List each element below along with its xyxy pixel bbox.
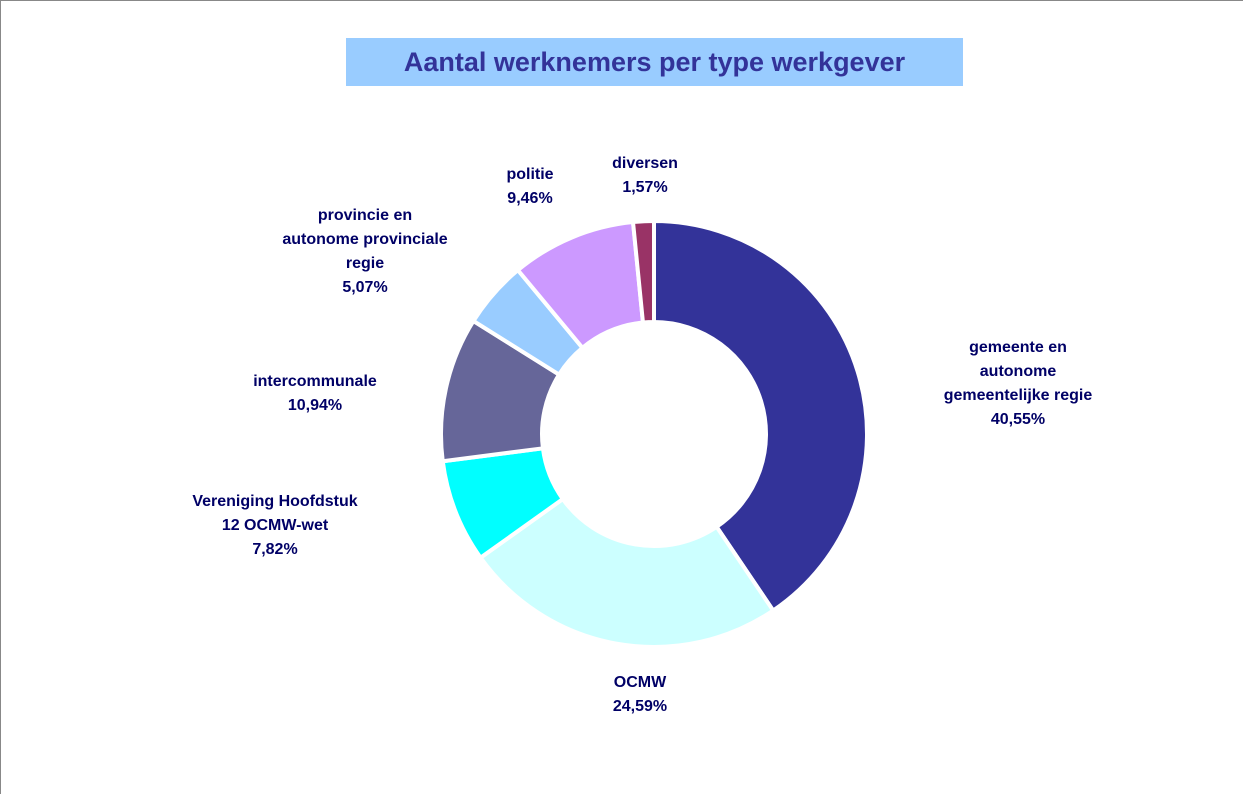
value-label: 9,46% — [507, 190, 553, 207]
donut-slice — [630, 218, 656, 325]
slice-label: diversen 1,57% — [612, 152, 678, 200]
category-label: gemeente en autonome gemeentelijke regie — [943, 339, 1093, 404]
slice-label: provincie en autonome provinciale regie 5… — [282, 204, 447, 300]
value-label: 5,07% — [342, 279, 388, 296]
category-label: Vereniging Hoofdstuk 12 OCMW-wet — [192, 493, 358, 534]
category-label: diversen — [612, 155, 678, 172]
donut-slice — [477, 496, 776, 649]
slice-label: intercommunale 10,94% — [253, 370, 377, 418]
value-label: 24,59% — [612, 698, 668, 715]
value-label: 7,82% — [252, 541, 298, 558]
slice-label: OCMW 24,59% — [613, 671, 667, 719]
slice-label: Vereniging Hoofdstuk 12 OCMW-wet 7,82% — [192, 490, 357, 562]
value-label: 10,94% — [287, 397, 343, 414]
slice-label: politie 9,46% — [506, 163, 553, 211]
category-label: OCMW — [613, 674, 667, 691]
category-label: intercommunale — [253, 373, 377, 390]
value-label: 40,55% — [990, 411, 1046, 428]
category-label: politie — [506, 166, 554, 183]
slice-label: gemeente en autonome gemeentelijke regie… — [944, 336, 1093, 432]
donut-slice — [652, 218, 869, 614]
chart-title: Aantal werknemers per type werkgever — [346, 38, 963, 86]
category-label: provincie en autonome provinciale regie — [282, 207, 448, 272]
value-label: 1,57% — [622, 179, 668, 196]
